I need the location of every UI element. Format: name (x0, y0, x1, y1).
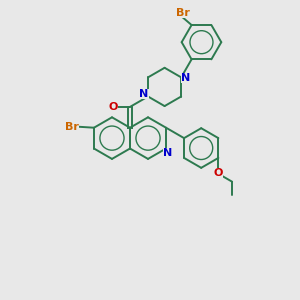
Text: Br: Br (176, 8, 190, 18)
Text: O: O (214, 168, 223, 178)
Text: N: N (140, 88, 149, 98)
Text: N: N (181, 73, 190, 83)
Text: Br: Br (65, 122, 79, 132)
Text: N: N (164, 148, 172, 158)
Text: O: O (109, 102, 118, 112)
